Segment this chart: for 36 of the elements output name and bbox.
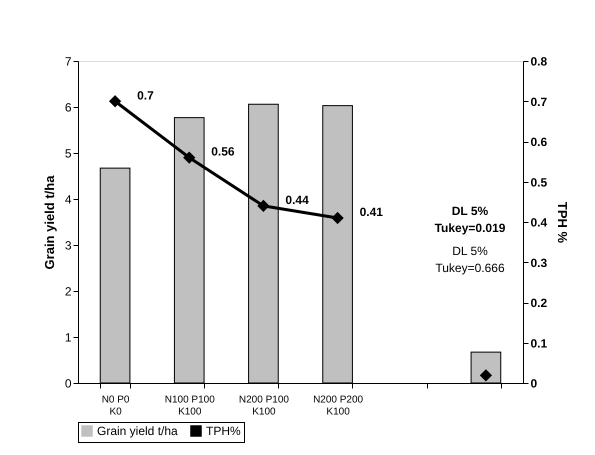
legend-label: TPH% xyxy=(206,424,241,438)
y2-tick-label: 0.7 xyxy=(530,94,548,109)
point xyxy=(108,95,122,108)
y2-tick-label: 0.3 xyxy=(530,256,548,270)
y-tick-label: 3 xyxy=(64,238,72,252)
y2-tick-label: 0.5 xyxy=(530,175,548,190)
annotation: DL 5% Tukey=0.666 xyxy=(435,244,505,275)
y2-tick-label: 0.1 xyxy=(530,336,548,350)
data-label: 0.44 xyxy=(285,192,310,207)
y-axis-title: Grain yield t/ha xyxy=(42,174,57,270)
y2-tick-label: 0.4 xyxy=(530,216,548,230)
point xyxy=(257,200,270,212)
y2-tick-label: 0.8 xyxy=(530,54,548,68)
y-tick-label: 6 xyxy=(64,100,72,114)
x-tick-label: N200 P100 K100 xyxy=(238,394,290,418)
data-label: 0.56 xyxy=(211,144,235,159)
y-tick-label: 5 xyxy=(64,146,72,160)
y-tick-label: 0 xyxy=(64,376,72,390)
y2-axis-title: TPH % xyxy=(555,202,570,244)
y2-tick-label: 0.2 xyxy=(530,296,548,310)
data-label: 0.41 xyxy=(360,204,384,219)
point xyxy=(480,369,492,382)
y2-tick-label: 0.6 xyxy=(530,135,548,149)
x-tick-label: N0 P0 K0 xyxy=(102,394,130,418)
point xyxy=(331,212,344,224)
x-tick-label: N200 P200 K100 xyxy=(313,394,364,418)
y-tick-label: 7 xyxy=(64,54,72,68)
x-tick-label: N100 P100 K100 xyxy=(164,394,216,418)
y-tick-label: 1 xyxy=(64,330,72,344)
y-tick-label: 4 xyxy=(64,192,72,206)
annotation: DL 5% Tukey=0.019 xyxy=(434,204,506,235)
y2-tick-label: 0 xyxy=(530,376,538,390)
legend-label: Grain yield t/ha xyxy=(97,424,178,438)
point xyxy=(183,151,196,164)
data-label: 0.7 xyxy=(137,88,154,102)
y-tick-label: 2 xyxy=(64,284,72,298)
